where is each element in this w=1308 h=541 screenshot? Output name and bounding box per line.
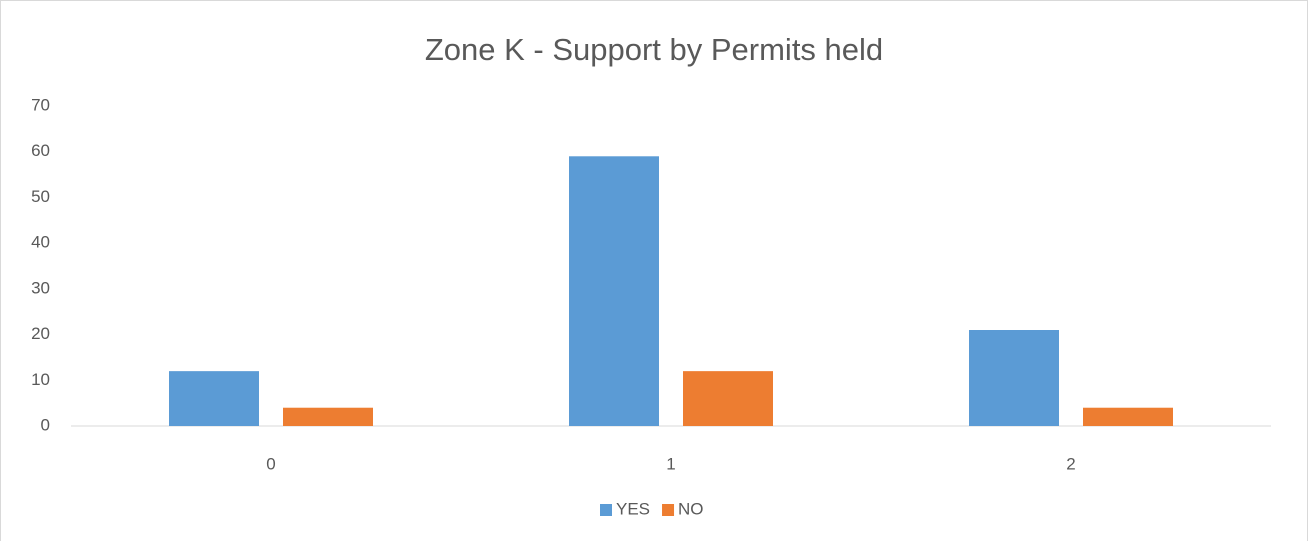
x-tick-label: 0	[266, 454, 275, 473]
y-tick-label: 60	[31, 141, 50, 160]
bar	[969, 330, 1059, 426]
legend-label: NO	[678, 499, 704, 518]
y-tick-label: 70	[31, 95, 50, 114]
x-tick-label: 2	[1066, 454, 1075, 473]
y-tick-label: 50	[31, 187, 50, 206]
chart-title: Zone K - Support by Permits held	[425, 32, 883, 67]
bar	[283, 407, 373, 426]
y-tick-label: 30	[31, 278, 50, 297]
legend-swatch	[600, 504, 612, 516]
bar	[169, 371, 259, 426]
x-tick-label: 1	[666, 454, 675, 473]
bar	[1083, 407, 1173, 426]
y-tick-label: 10	[31, 370, 50, 389]
legend-label: YES	[616, 499, 650, 518]
y-tick-label: 0	[41, 415, 50, 434]
legend-swatch	[662, 504, 675, 516]
y-tick-label: 20	[31, 324, 50, 343]
bar	[683, 371, 773, 426]
y-tick-label: 40	[31, 233, 50, 252]
bar	[569, 156, 659, 427]
